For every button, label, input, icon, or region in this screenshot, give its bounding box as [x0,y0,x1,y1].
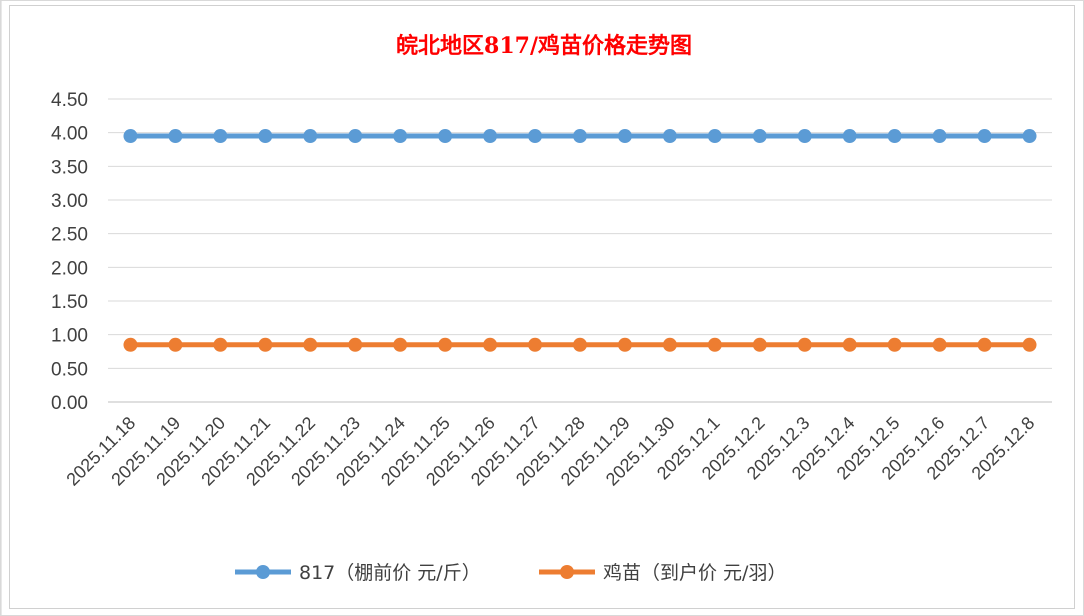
data-point[interactable] [842,129,857,144]
data-point[interactable] [528,337,543,352]
data-point[interactable] [752,129,767,144]
series-1 [123,337,1037,352]
data-point[interactable] [348,129,363,144]
line-chart: 皖北地区817/鸡苗价格走势图 0.00 0.50 1.00 1.50 2.00 2.50… [51,33,1052,584]
data-point[interactable] [123,129,138,144]
legend-label: 鸡苗（到户价 元/羽） [603,562,786,584]
data-point[interactable] [797,129,812,144]
y-tick-label: 0.00 [51,393,88,414]
data-point[interactable] [213,129,228,144]
data-point[interactable] [168,129,183,144]
data-point[interactable] [483,337,498,352]
data-point[interactable] [662,337,677,352]
data-point[interactable] [483,129,498,144]
data-point[interactable] [707,337,722,352]
chart-title: 皖北地区817/鸡苗价格走势图 [396,33,692,59]
y-tick-label: 1.50 [51,292,88,313]
data-point[interactable] [258,337,273,352]
data-point[interactable] [617,129,632,144]
data-point[interactable] [887,129,902,144]
data-point[interactable] [258,129,273,144]
data-point[interactable] [213,337,228,352]
legend-item-0[interactable]: 817（棚前价 元/斤） [235,562,481,584]
legend: 817（棚前价 元/斤） 鸡苗（到户价 元/羽） [235,562,786,584]
data-point[interactable] [393,129,408,144]
data-point[interactable] [303,337,318,352]
grid-lines [108,98,1052,403]
data-point[interactable] [123,337,138,352]
legend-swatch-marker [256,565,270,579]
y-tick-label: 2.00 [51,258,88,279]
data-point[interactable] [842,337,857,352]
data-point[interactable] [977,129,992,144]
legend-label: 817（棚前价 元/斤） [299,562,481,584]
data-point[interactable] [977,337,992,352]
series-layer [123,129,1037,352]
data-point[interactable] [348,337,363,352]
data-point[interactable] [438,337,453,352]
y-tick-label: 4.50 [51,90,88,111]
y-tick-label: 1.00 [51,326,88,347]
data-point[interactable] [573,129,587,144]
data-point[interactable] [797,337,812,352]
data-point[interactable] [1022,337,1037,352]
legend-swatch-marker [560,565,574,579]
y-tick-label: 0.50 [51,359,88,380]
data-point[interactable] [932,337,947,352]
legend-item-1[interactable]: 鸡苗（到户价 元/羽） [539,562,786,584]
data-point[interactable] [752,337,767,352]
data-point[interactable] [573,337,587,352]
y-tick-label: 3.50 [51,157,88,178]
data-point[interactable] [887,337,902,352]
data-point[interactable] [303,129,318,144]
data-point[interactable] [662,129,677,144]
series-0 [123,129,1037,144]
x-axis-ticks: 2025.11.182025.11.192025.11.202025.11.21… [62,413,1038,490]
data-point[interactable] [393,337,408,352]
data-point[interactable] [707,129,722,144]
y-tick-label: 3.00 [51,191,88,212]
data-point[interactable] [168,337,183,352]
data-point[interactable] [528,129,543,144]
data-point[interactable] [617,337,632,352]
data-point[interactable] [438,129,453,144]
y-axis-ticks: 0.00 0.50 1.00 1.50 2.00 2.50 3.00 3.50 4.00 4.50 [51,90,88,414]
chart-area[interactable]: 皖北地区817/鸡苗价格走势图 0.00 0.50 1.00 1.50 2.00 2.50… [9,5,1075,609]
data-point[interactable] [1022,129,1037,144]
data-point[interactable] [932,129,947,144]
y-tick-label: 4.00 [51,124,88,145]
y-tick-label: 2.50 [51,225,88,246]
